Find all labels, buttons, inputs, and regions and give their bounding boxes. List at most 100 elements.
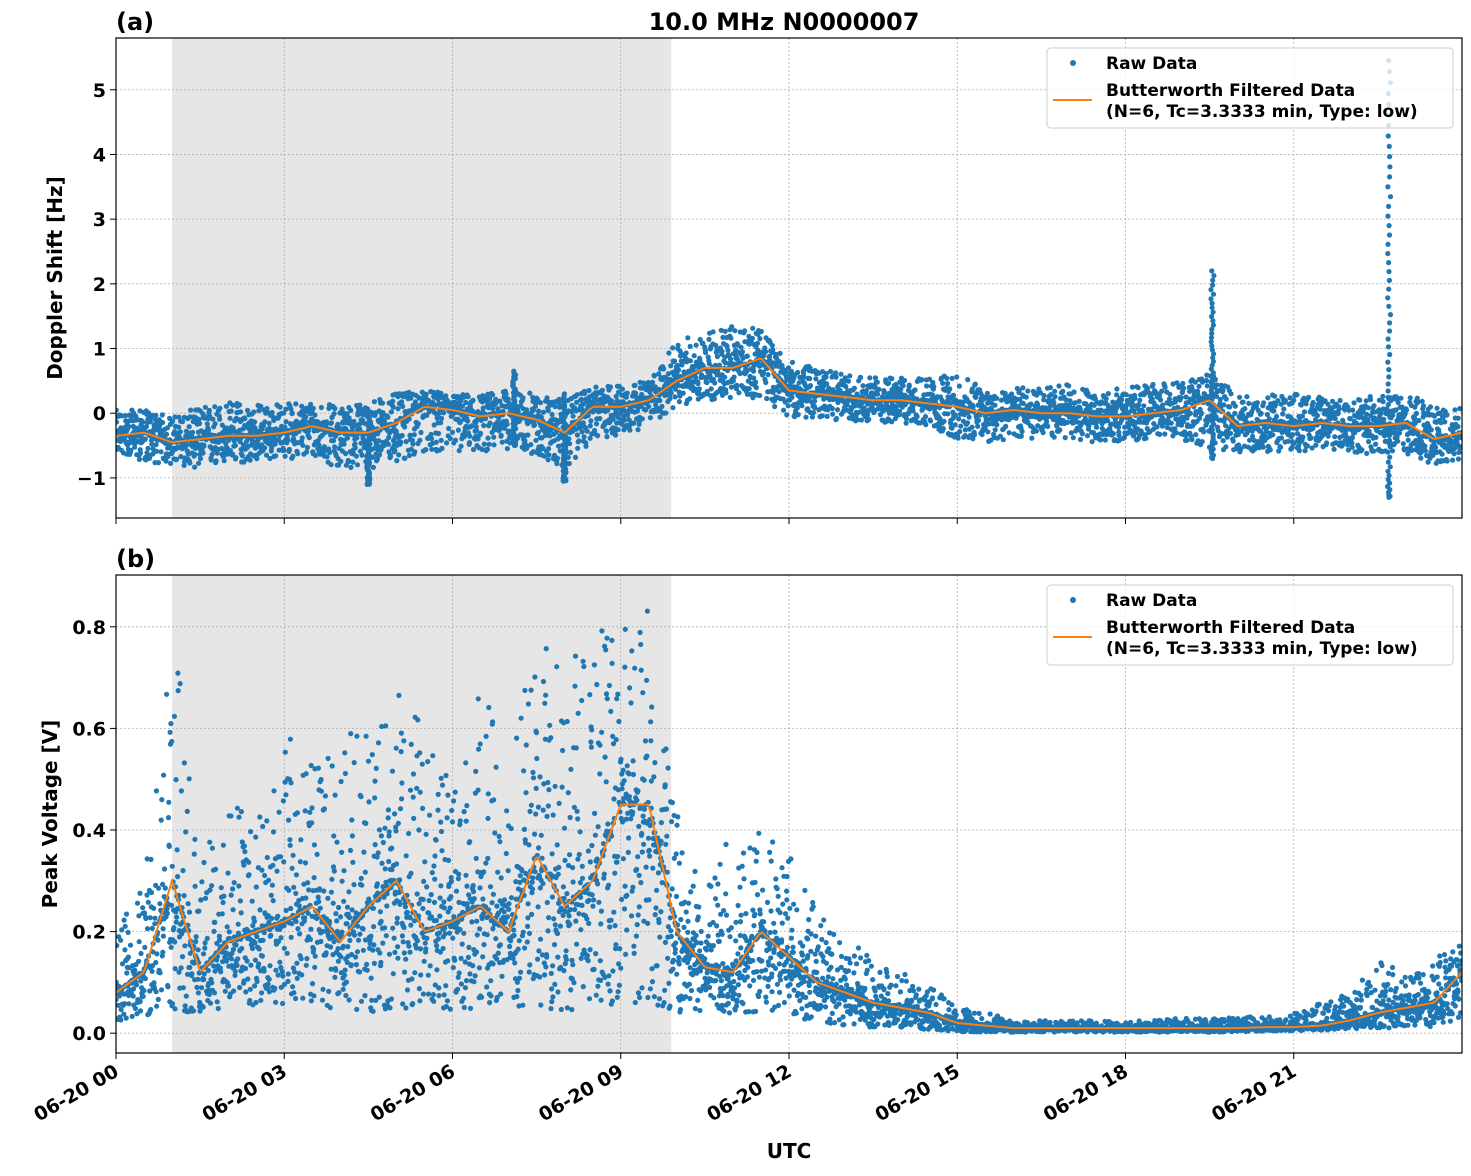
raw-data-point [1442, 419, 1447, 424]
raw-data-point [554, 461, 559, 466]
raw-data-point [1350, 445, 1355, 450]
raw-data-point [597, 416, 602, 421]
raw-data-point [736, 390, 741, 395]
raw-data-point [386, 435, 391, 440]
raw-data-point [1143, 436, 1148, 441]
raw-data-point [1169, 421, 1174, 426]
raw-data-point [750, 336, 755, 341]
raw-data-point [1204, 378, 1209, 383]
raw-data-point [723, 390, 728, 395]
raw-data-point [1136, 402, 1141, 407]
raw-data-point [1205, 383, 1210, 388]
raw-data-point [188, 408, 193, 413]
raw-data-point [350, 460, 355, 465]
raw-data-point [287, 447, 292, 452]
raw-data-point [546, 408, 551, 413]
raw-data-point [417, 438, 422, 443]
raw-data-point [1326, 434, 1331, 439]
raw-data-point [478, 431, 483, 436]
raw-data-point [439, 438, 444, 443]
raw-data-point [164, 459, 169, 464]
raw-data-point [1416, 418, 1421, 423]
raw-data-point [573, 455, 578, 460]
raw-data-point [252, 419, 257, 424]
raw-data-point [846, 379, 851, 384]
raw-data-point [281, 448, 286, 453]
raw-data-point [1255, 400, 1260, 405]
raw-data-point [795, 405, 800, 410]
raw-data-point [1418, 456, 1423, 461]
raw-data-point [391, 405, 396, 410]
raw-data-point [346, 458, 351, 463]
raw-data-point [957, 429, 962, 434]
raw-data-point [709, 386, 714, 391]
raw-data-point [307, 435, 312, 440]
raw-data-point [973, 382, 978, 387]
raw-data-point [520, 395, 525, 400]
raw-data-point [757, 393, 762, 398]
raw-data-point [273, 453, 278, 458]
raw-data-point [620, 387, 625, 392]
raw-data-point [153, 413, 158, 418]
raw-data-point [944, 376, 949, 381]
raw-data-point [394, 458, 399, 463]
raw-data-point [1406, 438, 1411, 443]
raw-data-point [1357, 398, 1362, 403]
raw-data-point [631, 421, 636, 426]
raw-data-point [416, 421, 421, 426]
raw-data-point [1150, 382, 1155, 387]
raw-data-point [608, 384, 613, 389]
raw-data-point [192, 465, 197, 470]
raw-data-point [765, 372, 770, 377]
raw-data-point [670, 345, 675, 350]
raw-data-point [732, 328, 737, 333]
raw-data-point [1280, 411, 1285, 416]
raw-data-point [1052, 389, 1057, 394]
raw-data-point [907, 383, 912, 388]
raw-data-point [595, 433, 600, 438]
raw-data-point [924, 383, 929, 388]
raw-data-point [290, 411, 295, 416]
raw-data-point [755, 341, 760, 346]
raw-data-point [953, 422, 958, 427]
raw-data-point [438, 420, 443, 425]
raw-data-point [1300, 435, 1305, 440]
raw-data-point [976, 418, 981, 423]
raw-data-point [343, 451, 348, 456]
raw-data-point [897, 409, 902, 414]
raw-data-point [331, 438, 336, 443]
raw-data-point [719, 349, 724, 354]
raw-data-point [661, 366, 666, 371]
raw-data-point [1218, 397, 1223, 402]
raw-data-point [436, 431, 441, 436]
raw-data-point [1193, 432, 1198, 437]
y-tick-label: 3 [93, 209, 106, 231]
raw-data-point [1103, 437, 1108, 442]
raw-data-point [712, 380, 717, 385]
raw-data-point [1380, 394, 1385, 399]
raw-data-point [312, 413, 317, 418]
raw-data-point [1196, 384, 1201, 389]
raw-data-point [1429, 427, 1434, 432]
raw-data-point [200, 450, 205, 455]
raw-data-point [250, 439, 255, 444]
raw-data-point [784, 412, 789, 417]
raw-data-point [154, 442, 159, 447]
raw-data-point [781, 408, 786, 413]
raw-data-point [687, 396, 692, 401]
raw-data-point [1283, 398, 1288, 403]
raw-data-point [385, 415, 390, 420]
raw-data-point [594, 421, 599, 426]
raw-data-point [1332, 447, 1337, 452]
raw-data-point [1305, 443, 1310, 448]
raw-data-point [1232, 411, 1237, 416]
raw-data-point [1324, 440, 1329, 445]
raw-data-point [348, 465, 353, 470]
raw-data-point [576, 438, 581, 443]
raw-data-point [410, 441, 415, 446]
raw-data-point [669, 391, 674, 396]
raw-data-point [685, 335, 690, 340]
raw-data-point [1381, 399, 1386, 404]
raw-data-point [1132, 396, 1137, 401]
raw-data-point [1371, 448, 1376, 453]
